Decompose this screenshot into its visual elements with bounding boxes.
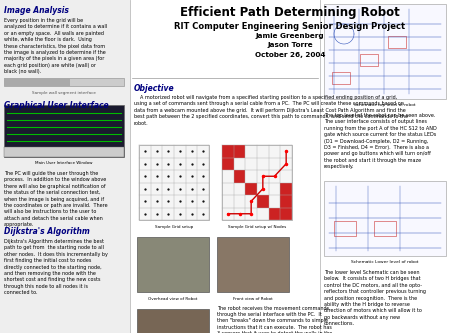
Bar [217, 237, 289, 292]
Bar [4, 147, 124, 157]
Bar [269, 207, 280, 220]
Bar [222, 145, 292, 220]
Text: Jason Torre: Jason Torre [267, 42, 313, 48]
Bar [222, 145, 234, 158]
Bar [4, 105, 124, 157]
Text: Dijkstra's Algorithm: Dijkstra's Algorithm [4, 227, 90, 236]
Bar [222, 158, 234, 170]
Bar [234, 170, 245, 182]
Bar [280, 195, 292, 207]
Text: Front view of Robot: Front view of Robot [233, 297, 273, 301]
Bar [324, 4, 446, 99]
Bar [0, 0, 130, 333]
Text: Sample wall segment interface: Sample wall segment interface [32, 91, 96, 95]
Bar [280, 207, 292, 220]
Text: The robot receives the movement commands
through the serial interface with the P: The robot receives the movement commands… [217, 306, 332, 333]
Bar [137, 237, 209, 292]
Text: Schematic top level of robot: Schematic top level of robot [354, 103, 416, 107]
Bar [388, 36, 406, 48]
Text: Image Analysis: Image Analysis [4, 6, 69, 15]
Text: Every position in the grid will be
analyzed to determine if it contains a wall
o: Every position in the grid will be analy… [4, 18, 107, 74]
Bar [245, 182, 257, 195]
Text: Sample Grid setup: Sample Grid setup [155, 225, 193, 229]
Text: A motorized robot will navigate from a specified starting position to a specifie: A motorized robot will navigate from a s… [134, 95, 408, 126]
Text: Graphical User Interface: Graphical User Interface [4, 101, 108, 110]
Text: Schematic Lower level of robot: Schematic Lower level of robot [351, 260, 419, 264]
Text: Objective: Objective [134, 84, 175, 93]
Bar [139, 145, 209, 220]
Bar [324, 181, 446, 256]
Bar [332, 72, 350, 84]
Text: Efficient Path Determining Robot: Efficient Path Determining Robot [180, 6, 400, 19]
Text: The PC will guide the user through the
process.  In addition to the window above: The PC will guide the user through the p… [4, 171, 108, 227]
Text: Dijkstra's Algorithm determines the best
path to get from  the starting node to : Dijkstra's Algorithm determines the best… [4, 239, 108, 295]
Text: RIT Computer Engineering Senior Design Project: RIT Computer Engineering Senior Design P… [175, 22, 405, 31]
Bar [234, 145, 245, 158]
Bar [374, 221, 396, 236]
Bar [334, 221, 356, 236]
Text: Jamie Greenberg: Jamie Greenberg [256, 33, 324, 39]
Text: October 26, 2004: October 26, 2004 [255, 52, 325, 58]
Bar [257, 195, 269, 207]
Text: The top level of the robot can be seen above.
The user interface consists of out: The top level of the robot can be seen a… [324, 113, 437, 169]
Bar [4, 78, 124, 86]
Text: The lower level Schematic can be seen
below.  It consists of two H bridges that
: The lower level Schematic can be seen be… [324, 270, 426, 326]
Bar [360, 54, 378, 66]
Text: Sample Grid setup w/ Nodes: Sample Grid setup w/ Nodes [228, 225, 286, 229]
Text: Main User Interface Window: Main User Interface Window [35, 161, 93, 165]
Bar [137, 309, 209, 333]
Text: Overhead view of Robot: Overhead view of Robot [148, 297, 198, 301]
Bar [280, 182, 292, 195]
Bar [4, 78, 70, 86]
